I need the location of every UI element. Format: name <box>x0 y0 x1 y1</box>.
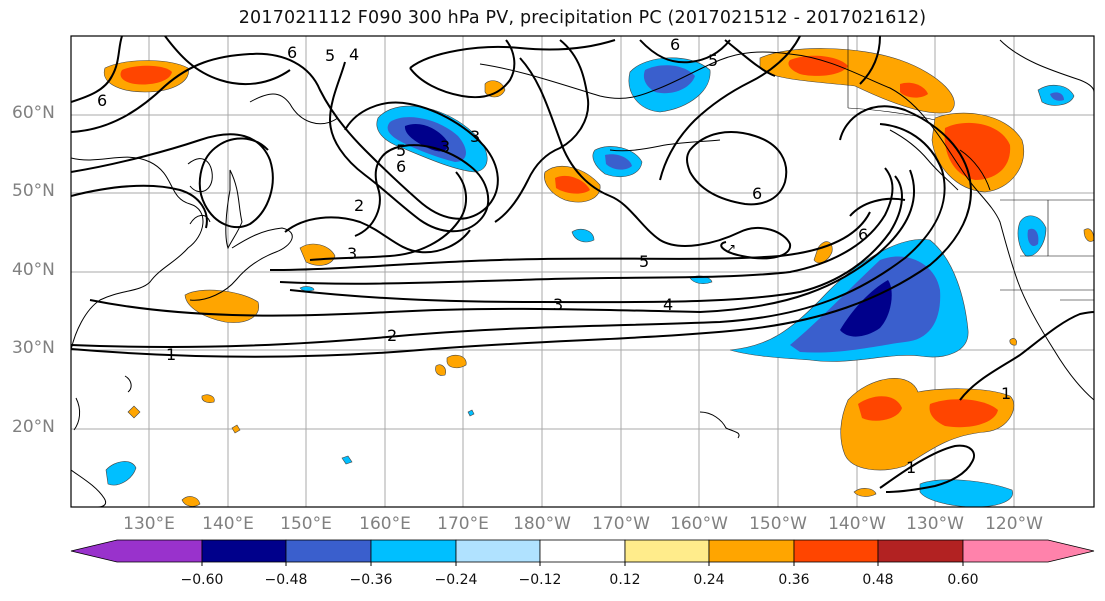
contour-label: 6 <box>858 225 868 244</box>
lon-label: 120°W <box>985 514 1043 534</box>
colorbar-segment <box>962 539 1095 563</box>
lon-label: 150°E <box>280 514 332 534</box>
colorbar-tick-label: 0.60 <box>947 572 979 588</box>
colorbar-tick-label: 0.36 <box>778 572 810 588</box>
lon-label: 160°W <box>670 514 728 534</box>
contour-label: 1 <box>1001 384 1011 403</box>
contour-label: 2 <box>354 196 364 215</box>
contour-label: 1 <box>906 458 916 477</box>
contour-label: 6 <box>752 184 762 203</box>
lon-label: 150°W <box>749 514 807 534</box>
contour-label: 5 <box>396 141 406 160</box>
contour-label: 6 <box>97 91 107 110</box>
colorbar-tick-label: −0.48 <box>264 572 308 588</box>
map-frame <box>70 35 1095 508</box>
map-title: 2017021112 F090 300 hPa PV, precipitatio… <box>238 8 927 28</box>
colorbar-segment <box>70 539 203 563</box>
lon-label: 130°E <box>123 514 175 534</box>
contour-label: 3 <box>347 244 357 263</box>
colorbar-segment <box>285 539 372 563</box>
colorbar-tick-label: −0.24 <box>434 572 478 588</box>
colorbar-segment <box>624 539 710 563</box>
colorbar-segment <box>455 539 541 563</box>
colorbar-tick-label: 0.12 <box>609 572 641 588</box>
lon-label: 140°E <box>202 514 254 534</box>
colorbar-segment <box>539 539 626 563</box>
colorbar-tick-label: −0.60 <box>180 572 224 588</box>
lat-label: 40°N <box>12 260 55 280</box>
lon-label: 140°W <box>828 514 886 534</box>
lat-label: 60°N <box>12 103 55 123</box>
colorbar-tick-label: 0.48 <box>862 572 894 588</box>
contour-label: 5 <box>325 46 335 65</box>
coastlines <box>71 39 1094 507</box>
contour-label: 5 <box>639 252 649 271</box>
lon-label: 170°E <box>437 514 489 534</box>
contour-label: 2 <box>387 326 397 345</box>
contour-label: 3 <box>470 127 480 146</box>
colorbar-tick-label: −0.36 <box>349 572 393 588</box>
lon-label: 160°E <box>359 514 411 534</box>
contour-label: 1 <box>166 345 176 364</box>
contour-label: 6 <box>670 35 680 54</box>
lat-label: 30°N <box>12 338 55 358</box>
contour-label: 3 <box>440 137 450 156</box>
contour-label: 5 <box>708 51 718 70</box>
pv-contours <box>71 36 1094 493</box>
colorbar-segment <box>708 539 795 563</box>
colorbar-tick-label: 0.24 <box>693 572 725 588</box>
contour-label: 6 <box>287 43 297 62</box>
lat-label: 50°N <box>12 181 55 201</box>
lon-label: 130°W <box>906 514 964 534</box>
svg-text:↗: ↗ <box>726 241 736 255</box>
lon-label: 180°W <box>513 514 571 534</box>
contour-label: 4 <box>663 295 673 314</box>
contour-label: 4 <box>349 45 359 64</box>
country-borders <box>847 36 1094 301</box>
colorbar <box>70 539 1095 566</box>
colorbar-segment <box>201 539 287 563</box>
precip-negative-anomalies <box>105 57 1075 507</box>
precip-positive-anomalies <box>103 48 1094 507</box>
contour-label: 6 <box>396 157 406 176</box>
colorbar-tick-label: −0.12 <box>518 572 562 588</box>
contour-labels: 6 5 4 6 5 6 3 5 3 2 3 6 6 5 3 4 2 1 1 1 … <box>97 35 1011 477</box>
colorbar-segment <box>370 539 457 563</box>
lon-label: 170°W <box>592 514 650 534</box>
colorbar-segment <box>877 539 964 563</box>
lat-label: 20°N <box>12 417 55 437</box>
contour-label: 3 <box>553 295 563 314</box>
colorbar-segment <box>793 539 879 563</box>
